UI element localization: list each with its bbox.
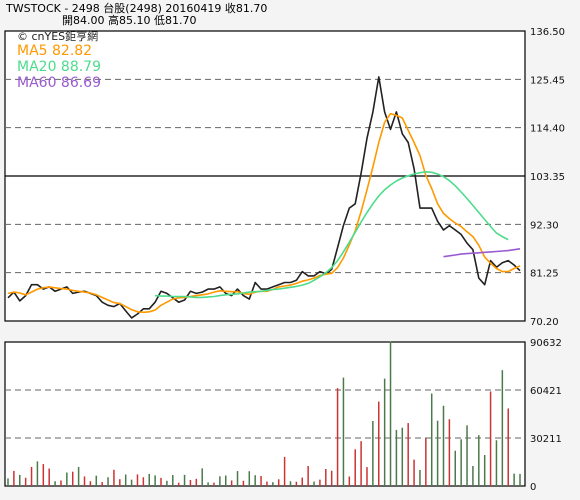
volume-tick-label: 30211 <box>530 434 562 445</box>
price-tick-label: 92.30 <box>530 220 559 231</box>
volume-y-axis: 90632 60421 30211 0 <box>530 338 562 493</box>
volume-bars <box>7 341 521 486</box>
volume-tick-label: 0 <box>530 482 536 493</box>
series-line-ma20 <box>155 171 509 299</box>
price-tick-label: 81.25 <box>530 269 559 280</box>
volume-tick-label: 60421 <box>530 386 562 397</box>
header-line-2: 開84.00 高85.10 低81.70 <box>62 13 196 27</box>
legend-ma60: MA60 86.69 <box>17 75 101 91</box>
header-line-1: TWSTOCK - 2498 台股(2498) 20160419 收81.70 <box>5 1 267 15</box>
price-tick-label: 136.50 <box>530 27 565 38</box>
price-tick-label: 70.20 <box>530 317 559 328</box>
volume-tick-label: 90632 <box>530 338 562 349</box>
price-series <box>7 76 521 319</box>
price-tick-label: 125.45 <box>530 75 565 86</box>
price-tick-label: 114.40 <box>530 124 565 135</box>
series-line-ma60 <box>443 248 521 258</box>
watermark: © cnYES鉅亨網 <box>17 29 98 43</box>
volume-panel <box>4 341 526 487</box>
price-tick-label: 103.35 <box>530 172 565 183</box>
price-grid <box>5 78 525 274</box>
legend-ma20: MA20 88.79 <box>17 59 101 75</box>
legend-ma5: MA5 82.82 <box>17 43 92 59</box>
price-y-axis: 136.50 125.45 114.40 103.35 92.30 81.25 70.20 <box>530 27 565 328</box>
